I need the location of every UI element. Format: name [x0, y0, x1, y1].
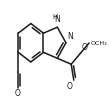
- Text: O: O: [67, 82, 73, 91]
- Text: H: H: [52, 14, 57, 20]
- Text: N: N: [67, 32, 73, 41]
- Text: O: O: [14, 89, 20, 98]
- Text: O: O: [82, 43, 87, 52]
- Text: OCH₃: OCH₃: [90, 41, 107, 45]
- Text: N: N: [55, 15, 60, 24]
